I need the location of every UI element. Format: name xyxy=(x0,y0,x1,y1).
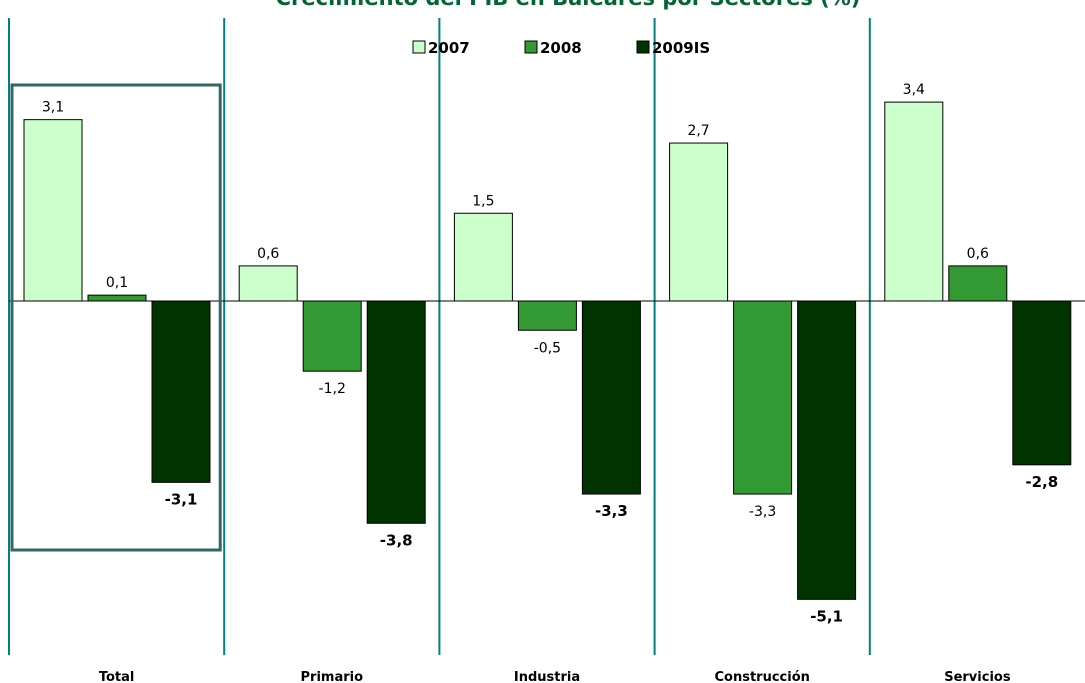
data-label-2007-0: 3,1 xyxy=(42,100,64,116)
data-label-2009IS-3: -5,1 xyxy=(810,607,843,625)
data-label-2007-3: 2,7 xyxy=(687,123,709,139)
legend-swatch-2007 xyxy=(412,40,426,54)
bar-2008-4 xyxy=(948,265,1008,302)
bar-2009IS-4 xyxy=(1012,300,1072,466)
legend-swatch-2008 xyxy=(524,40,538,54)
bar-2007-4 xyxy=(884,101,944,302)
bar-2007-1 xyxy=(238,265,298,302)
category-label: Servicios xyxy=(944,670,1011,683)
bar-2008-1 xyxy=(302,300,362,372)
bar-2008-2 xyxy=(517,300,577,331)
legend-swatch-2009IS xyxy=(636,40,650,54)
data-label-2007-4: 3,4 xyxy=(903,82,925,98)
data-label-2008-1: -1,2 xyxy=(319,381,346,397)
bar-data-labels: 3,1 0,1 -3,1 0,6 -1,2 -3,8 1,5 -0,5 -3,3 2,7 -3,3 -… xyxy=(42,82,1058,625)
legend-label-2007: 2007 xyxy=(428,39,470,57)
bar-2007-2 xyxy=(453,212,513,302)
data-label-2009IS-2: -3,3 xyxy=(595,502,628,520)
category-labels: Total Primario Industria Construcción Servic… xyxy=(99,670,1011,683)
bar-2007-0 xyxy=(23,119,83,302)
category-label: Industria xyxy=(514,670,580,683)
data-label-2008-0: 0,1 xyxy=(106,275,128,291)
bar-2009IS-1 xyxy=(366,300,426,524)
data-label-2007-2: 1,5 xyxy=(472,193,494,209)
category-label: Construcción xyxy=(714,670,809,683)
bar-2009IS-3 xyxy=(797,300,857,600)
category-separators xyxy=(8,18,871,655)
bar-2008-3 xyxy=(733,300,793,495)
category-label: Primario xyxy=(301,670,364,683)
bar-2009IS-0 xyxy=(151,300,211,483)
data-label-2009IS-0: -3,1 xyxy=(165,490,198,508)
highlight-box-total xyxy=(10,83,222,552)
data-label-2008-3: -3,3 xyxy=(749,504,776,520)
data-label-2009IS-4: -2,8 xyxy=(1025,473,1058,491)
legend-label-2009IS: 2009IS xyxy=(652,39,710,57)
category-label: Total xyxy=(99,670,135,683)
legend-label-2008: 2008 xyxy=(540,39,582,57)
bar-2009IS-2 xyxy=(581,300,641,495)
chart-title: Crecimiento del PIB en Baleares por Sect… xyxy=(276,0,861,10)
data-label-2009IS-1: -3,8 xyxy=(380,531,413,549)
data-label-2007-1: 0,6 xyxy=(257,246,279,262)
bars xyxy=(23,101,1072,600)
data-label-2008-4: 0,6 xyxy=(967,246,989,262)
bar-2008-0 xyxy=(87,294,147,302)
highlight-box-layer xyxy=(10,83,222,552)
legend: 2007 2008 2009IS xyxy=(412,39,710,57)
data-label-2008-2: -0,5 xyxy=(534,340,561,356)
bar-2007-3 xyxy=(669,142,729,302)
